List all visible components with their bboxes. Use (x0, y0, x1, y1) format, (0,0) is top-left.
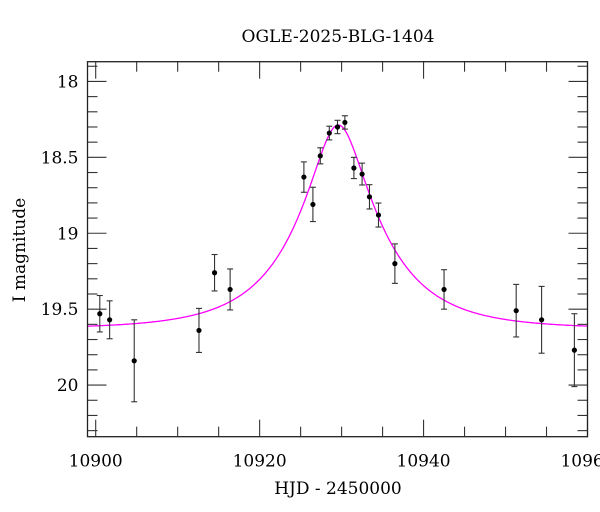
point-marker (392, 261, 398, 267)
data-points (96, 115, 578, 403)
point-marker (359, 171, 365, 177)
data-point (317, 147, 324, 165)
y-axis-label: I magnitude (10, 198, 30, 302)
data-point (359, 162, 366, 186)
point-marker (342, 119, 348, 126)
data-point (227, 268, 234, 311)
data-point (334, 119, 341, 135)
chart-title: OGLE-2025-BLG-1404 (242, 27, 435, 47)
point-marker (317, 153, 323, 159)
y-tick-label: 18 (57, 72, 79, 92)
point-marker (334, 124, 341, 130)
data-point (538, 285, 545, 354)
point-marker (196, 327, 202, 334)
data-point (96, 294, 103, 333)
point-marker (513, 308, 519, 314)
point-marker (131, 358, 137, 364)
data-point (350, 156, 357, 180)
y-tick-label: 20 (57, 376, 79, 396)
data-point (513, 283, 520, 338)
data-point (341, 115, 348, 130)
data-point (326, 125, 333, 141)
y-tick-label: 18.5 (41, 148, 79, 168)
point-marker (571, 347, 577, 353)
data-point (106, 300, 113, 340)
model-curve-group (87, 124, 588, 327)
data-point (366, 184, 373, 210)
point-marker (326, 130, 332, 136)
point-marker (366, 194, 373, 200)
data-point (211, 253, 218, 292)
point-marker (301, 174, 307, 180)
data-point (571, 313, 578, 388)
x-tick-label: 10940 (397, 452, 451, 472)
x-tick-label: 10920 (233, 452, 287, 472)
axis-ticks (87, 61, 589, 437)
plot-frame (86, 61, 589, 438)
data-point (375, 202, 382, 228)
point-marker (97, 311, 103, 317)
point-marker (227, 286, 233, 293)
x-tick-label: 10960 (560, 452, 600, 472)
data-point (131, 319, 138, 403)
model-curve (87, 124, 588, 327)
point-marker (538, 317, 545, 323)
point-marker (375, 212, 382, 218)
x-axis-label: HJD - 2450000 (274, 479, 402, 499)
point-marker (351, 165, 357, 171)
data-point (391, 243, 398, 284)
y-tick-label: 19 (57, 224, 79, 244)
tick-labels: 10900 10920 10940 10960 18 18.5 19 19.5 20 (41, 72, 600, 471)
data-point (441, 269, 448, 310)
x-tick-label: 10900 (69, 452, 123, 472)
point-marker (441, 286, 447, 293)
data-point (309, 186, 316, 223)
y-tick-label: 19.5 (41, 300, 79, 320)
point-marker (310, 201, 316, 208)
point-marker (107, 317, 113, 323)
point-marker (211, 270, 218, 276)
data-point (195, 307, 202, 353)
data-point (300, 161, 307, 193)
